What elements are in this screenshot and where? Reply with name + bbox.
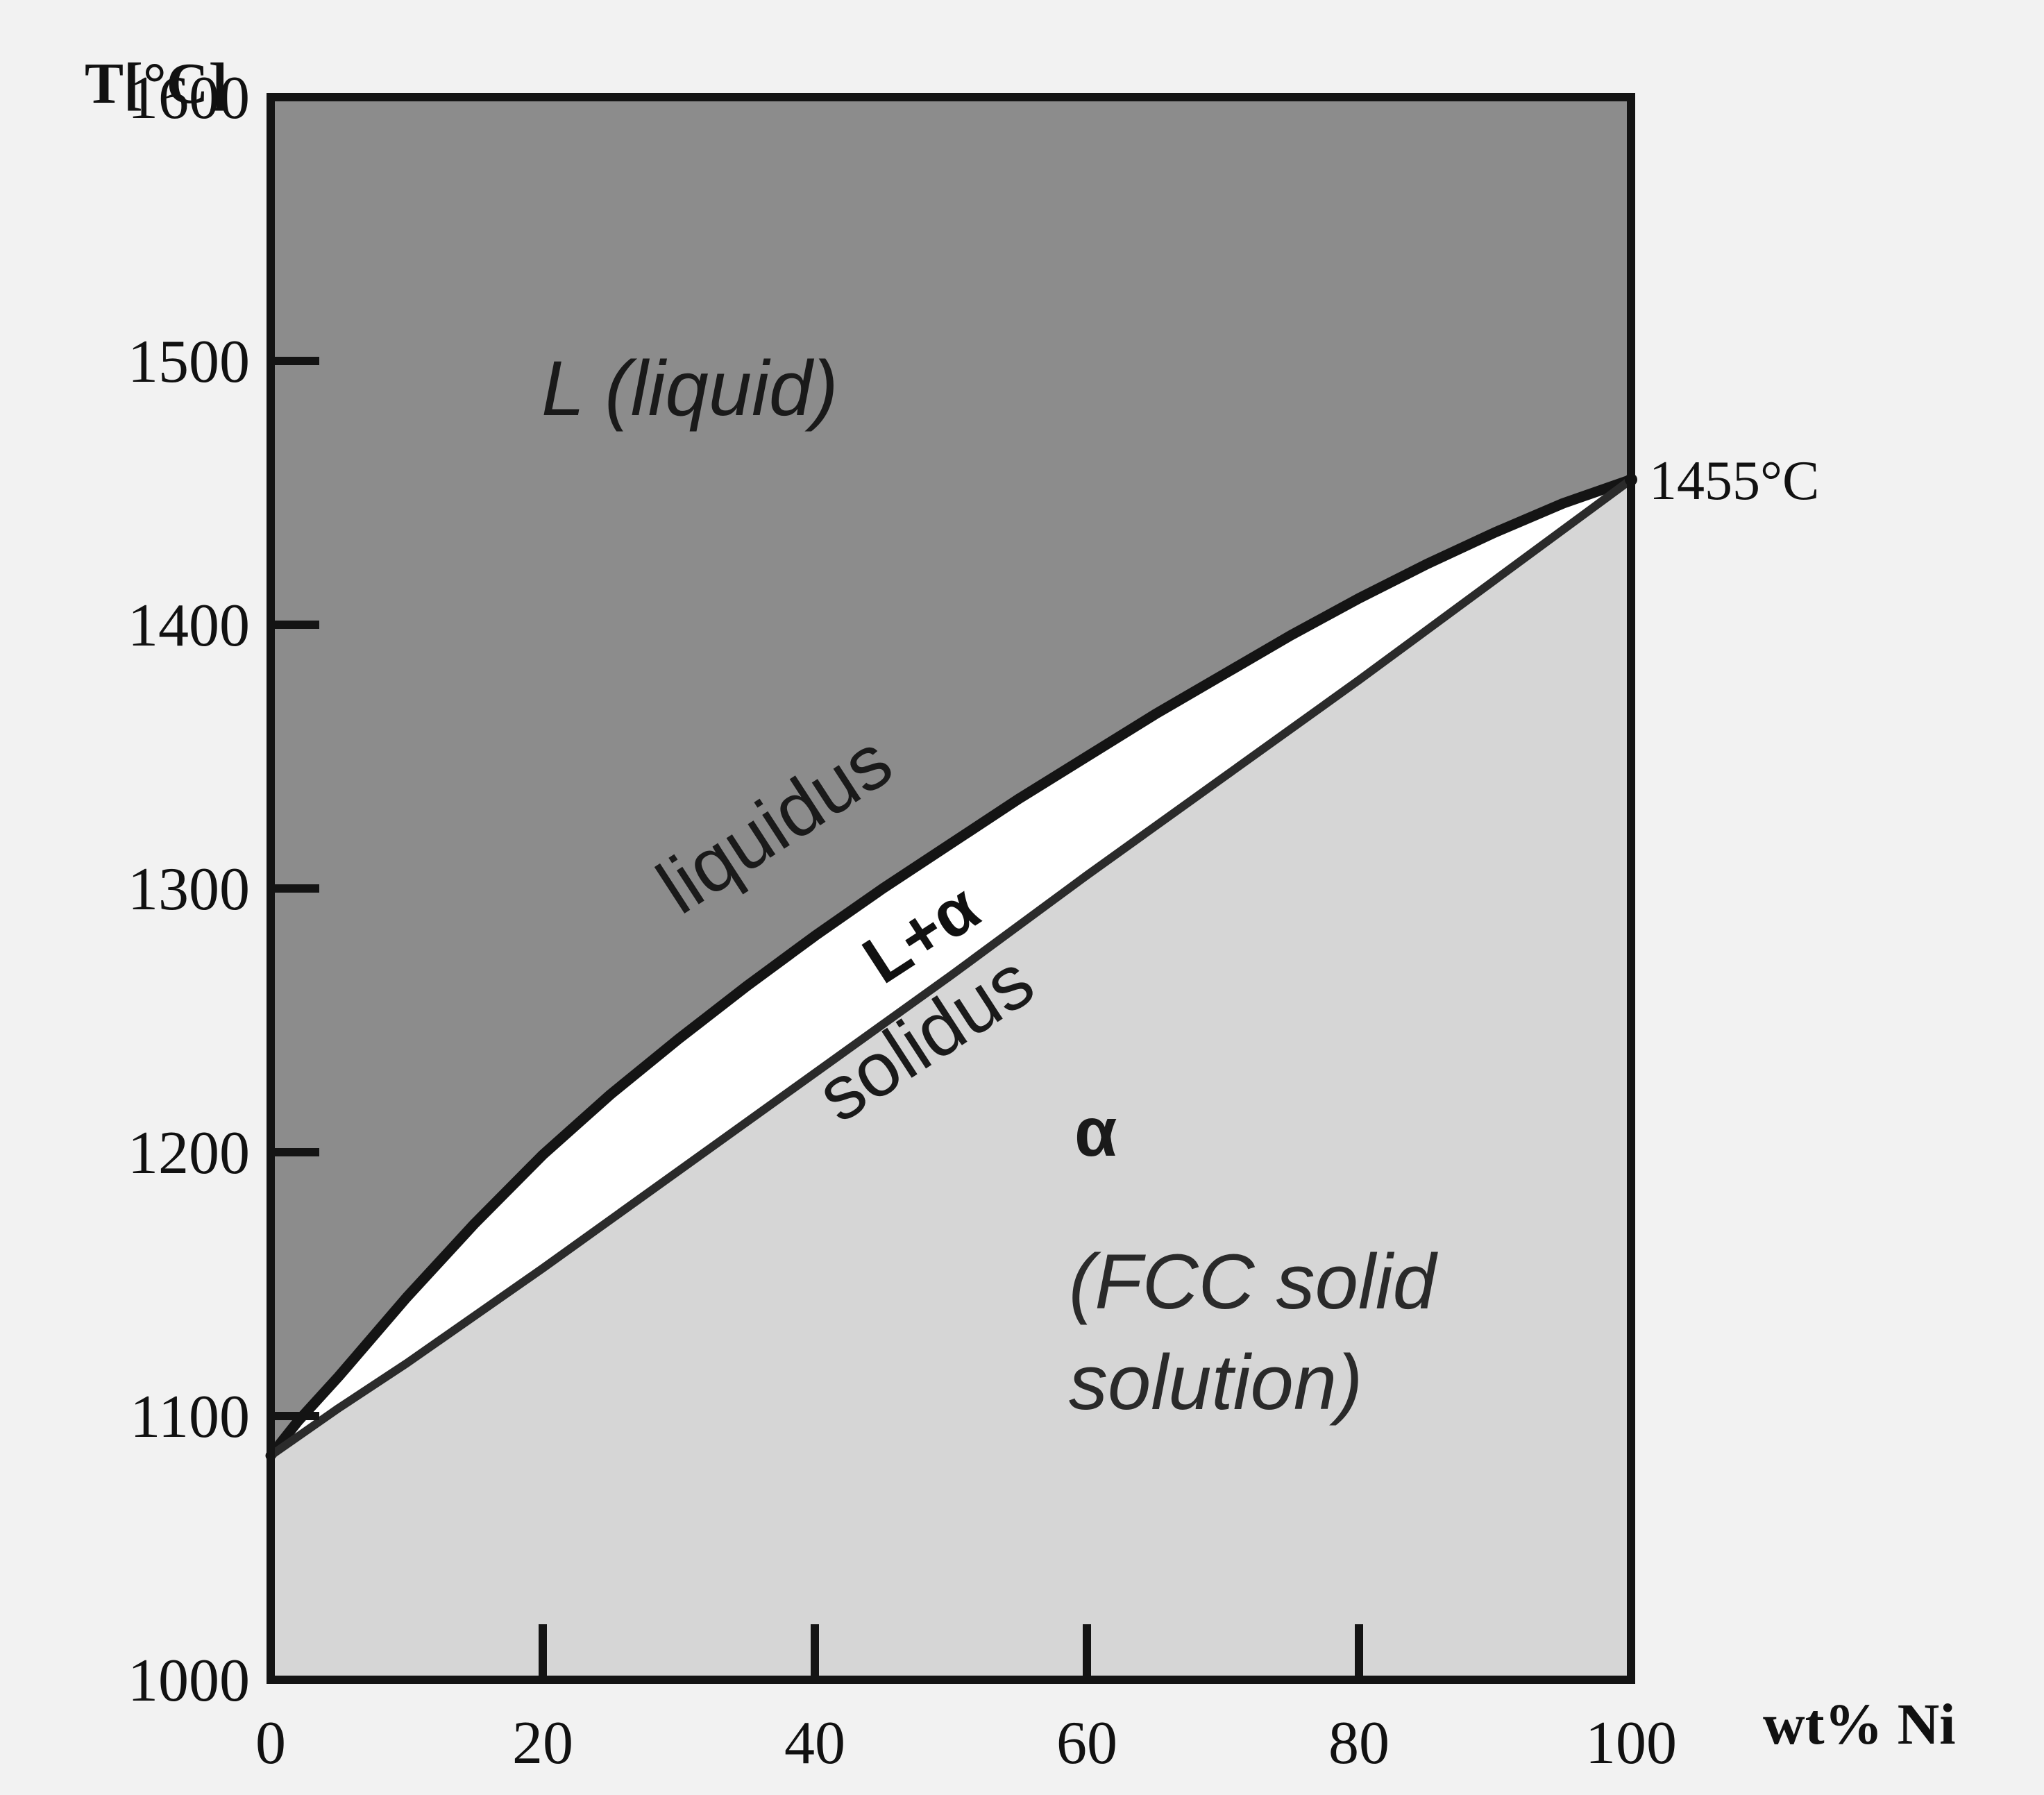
melting-point-label: 1455°C — [1649, 450, 1819, 512]
alpha-desc-line2: solution) — [1069, 1339, 1362, 1426]
x-tick-label: 100 — [1585, 1710, 1677, 1777]
x-tick-label: 40 — [784, 1710, 845, 1777]
liquid-region — [271, 97, 1631, 1456]
y-tick-label: 1400 — [128, 592, 250, 659]
two-phase-region — [271, 480, 1631, 1456]
x-tick-label: 80 — [1328, 1710, 1390, 1777]
y-tick-label: 1100 — [130, 1383, 250, 1451]
liquid-region-label: L (liquid) — [541, 345, 838, 432]
y-axis-ticks: 1000 1100 1200 1300 1400 1500 1600 — [128, 65, 319, 1714]
melting-point-dot — [1625, 473, 1637, 486]
y-axis-title: T[°C] — [85, 51, 228, 116]
y-tick-label: 1500 — [128, 328, 250, 396]
alpha-label: α — [1074, 1093, 1117, 1171]
x-axis-ticks: 0 20 40 60 80 100 — [255, 1624, 1677, 1777]
y-tick-label: 1600 — [128, 65, 250, 132]
x-tick-label: 60 — [1056, 1710, 1117, 1777]
solidus-line — [267, 475, 1635, 1460]
x-axis-title: wt% Ni — [1763, 1692, 1956, 1757]
y-tick-label: 1000 — [128, 1647, 250, 1714]
x-tick-label: 20 — [512, 1710, 573, 1777]
alpha-desc-line1: (FCC solid — [1069, 1238, 1439, 1325]
x-tick-label: 0 — [255, 1710, 286, 1777]
liquidus-line — [265, 474, 1637, 1461]
y-tick-label: 1200 — [128, 1120, 250, 1187]
y-tick-label: 1300 — [128, 856, 250, 923]
